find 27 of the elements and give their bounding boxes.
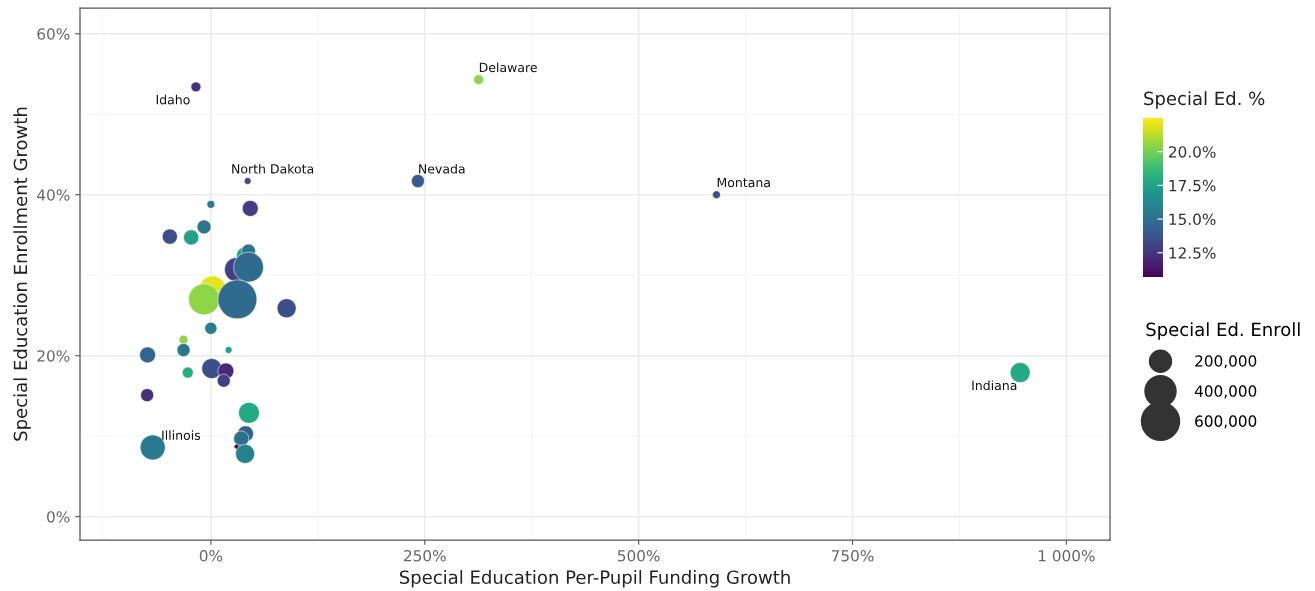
legend-label: 200,000: [1195, 355, 1257, 369]
x-tick-label: 1 000%: [1038, 549, 1095, 562]
legend-label: 600,000: [1195, 415, 1257, 429]
y-tick-label: 20%: [37, 350, 70, 362]
color-bar-label: 17.5%: [1169, 179, 1216, 192]
legend-title: Special Ed. Enroll: [1146, 322, 1300, 340]
x-tick-label: 0%: [199, 549, 223, 562]
annotation: Montana: [717, 177, 770, 188]
color-bar-label: 20.0%: [1168, 146, 1216, 158]
x-tick-label: 250%: [404, 549, 446, 562]
annotation: Delaware: [479, 62, 537, 73]
color-bar-title: Special Ed. %: [1144, 91, 1265, 109]
y-axis-title: Special Education Enrollment Growth: [13, 107, 31, 441]
annotation: Nevada: [419, 163, 465, 174]
y-tick-label: 40%: [37, 189, 70, 201]
annotation: Idaho: [156, 94, 190, 105]
y-tick-label: 0%: [47, 511, 70, 523]
annotation: Illinois: [162, 430, 201, 440]
annotation: Indiana: [972, 380, 1017, 391]
color-bar-label: 15.0%: [1169, 213, 1216, 226]
y-tick-label: 60%: [37, 28, 70, 40]
color-bar-label: 12.5%: [1169, 247, 1216, 259]
legend-label: 400,000: [1194, 385, 1257, 399]
annotation: North Dakota: [232, 163, 314, 174]
x-tick-label: 750%: [831, 549, 874, 562]
x-tick-label: 500%: [617, 549, 660, 562]
x-axis-title: Special Education Per-Pupil Funding Growth: [399, 570, 790, 588]
